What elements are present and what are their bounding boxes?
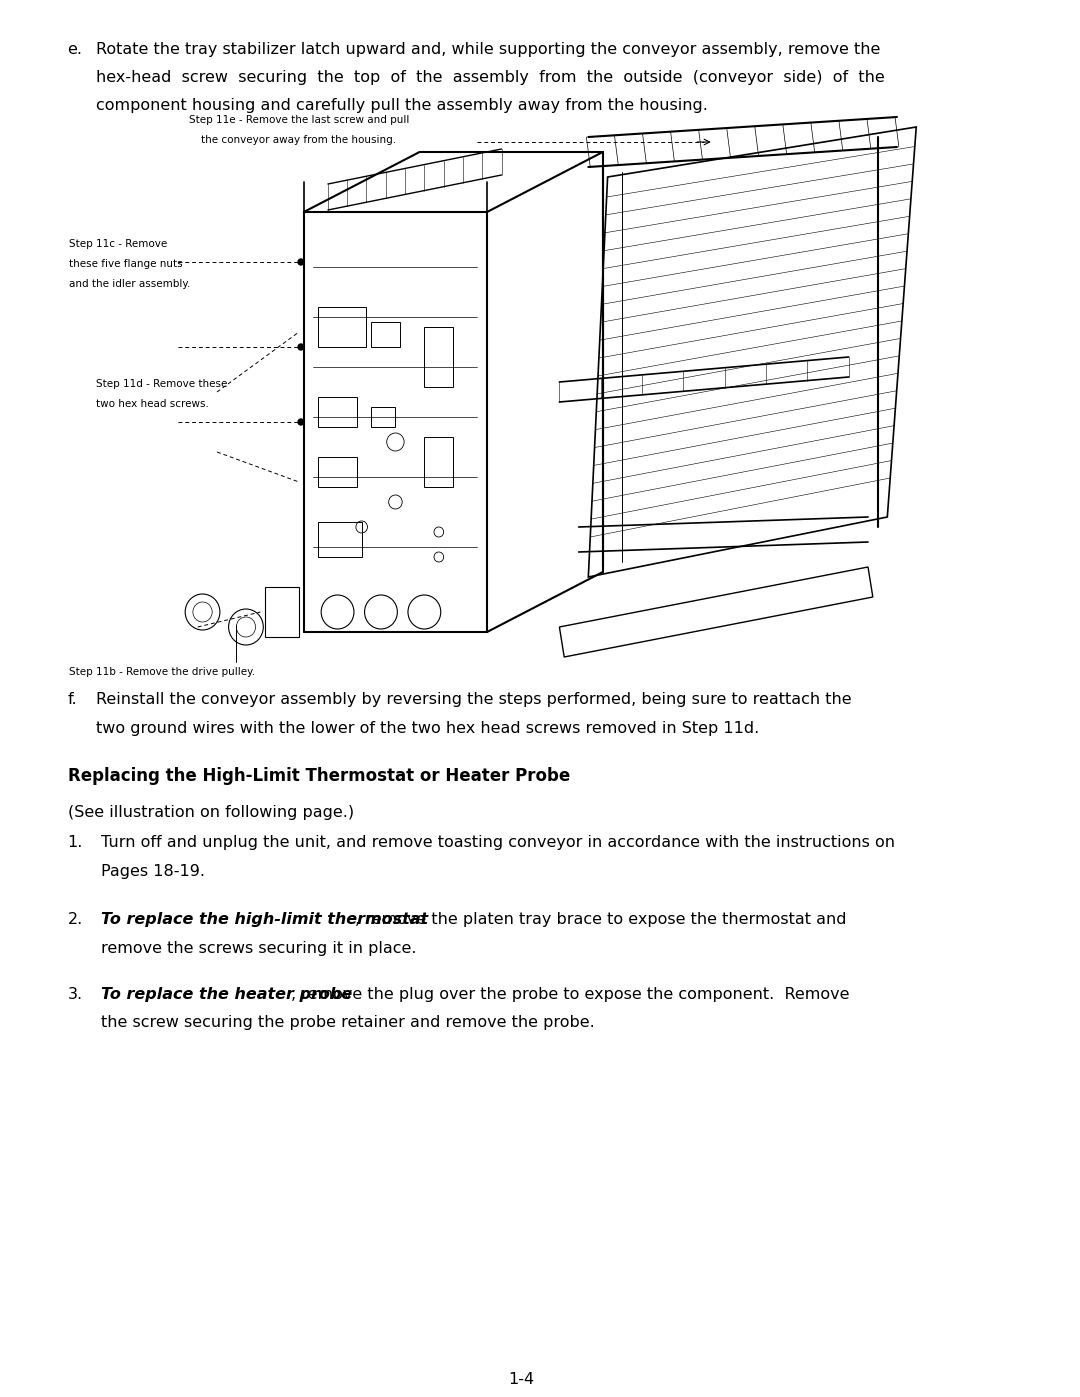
Bar	[424, 437, 454, 488]
Text: To replace the heater probe: To replace the heater probe	[102, 988, 352, 1002]
Text: Pages 18-19.: Pages 18-19.	[102, 863, 205, 879]
Text: Turn off and unplug the unit, and remove toasting conveyor in accordance with th: Turn off and unplug the unit, and remove…	[102, 835, 895, 849]
Text: hex-head  screw  securing  the  top  of  the  assembly  from  the  outside  (con: hex-head screw securing the top of the a…	[96, 70, 886, 85]
Text: Replacing the High-Limit Thermostat or Heater Probe: Replacing the High-Limit Thermostat or H…	[68, 767, 570, 785]
Text: two ground wires with the lower of the two hex head screws removed in Step 11d.: two ground wires with the lower of the t…	[96, 721, 759, 735]
Text: the screw securing the probe retainer and remove the probe.: the screw securing the probe retainer an…	[102, 1016, 595, 1031]
Bar	[319, 397, 356, 427]
Text: remove the screws securing it in place.: remove the screws securing it in place.	[102, 940, 417, 956]
Text: 1.: 1.	[68, 835, 83, 849]
Bar	[372, 407, 395, 427]
Text: Step 11d - Remove these: Step 11d - Remove these	[96, 379, 228, 388]
Bar	[319, 457, 356, 488]
Circle shape	[298, 344, 303, 351]
Text: , remove the platen tray brace to expose the thermostat and: , remove the platen tray brace to expose…	[354, 912, 847, 928]
Text: Step 11e - Remove the last screw and pull: Step 11e - Remove the last screw and pul…	[189, 115, 409, 124]
Text: , remove the plug over the probe to expose the component.  Remove: , remove the plug over the probe to expo…	[292, 988, 850, 1002]
Bar	[424, 327, 454, 387]
Circle shape	[298, 419, 303, 425]
Text: Rotate the tray stabilizer latch upward and, while supporting the conveyor assem: Rotate the tray stabilizer latch upward …	[96, 42, 881, 57]
Text: Step 11c - Remove: Step 11c - Remove	[69, 239, 167, 249]
Text: 1-4: 1-4	[508, 1372, 534, 1387]
Text: two hex head screws.: two hex head screws.	[96, 400, 210, 409]
Text: f.: f.	[68, 692, 77, 707]
Text: the conveyor away from the housing.: the conveyor away from the housing.	[202, 136, 396, 145]
Text: Reinstall the conveyor assembly by reversing the steps performed, being sure to : Reinstall the conveyor assembly by rever…	[96, 692, 852, 707]
Text: and the idler assembly.: and the idler assembly.	[69, 279, 191, 289]
Text: Step 11b - Remove the drive pulley.: Step 11b - Remove the drive pulley.	[69, 666, 256, 678]
Bar	[372, 321, 401, 346]
Text: component housing and carefully pull the assembly away from the housing.: component housing and carefully pull the…	[96, 98, 708, 113]
Text: these five flange nuts: these five flange nuts	[69, 258, 184, 270]
Bar	[319, 307, 366, 346]
Circle shape	[298, 258, 303, 265]
Bar	[319, 522, 362, 557]
Text: To replace the high-limit thermostat: To replace the high-limit thermostat	[102, 912, 429, 928]
Text: e.: e.	[68, 42, 82, 57]
Text: 3.: 3.	[68, 988, 83, 1002]
Text: 2.: 2.	[68, 912, 83, 928]
Text: (See illustration on following page.): (See illustration on following page.)	[68, 805, 353, 820]
